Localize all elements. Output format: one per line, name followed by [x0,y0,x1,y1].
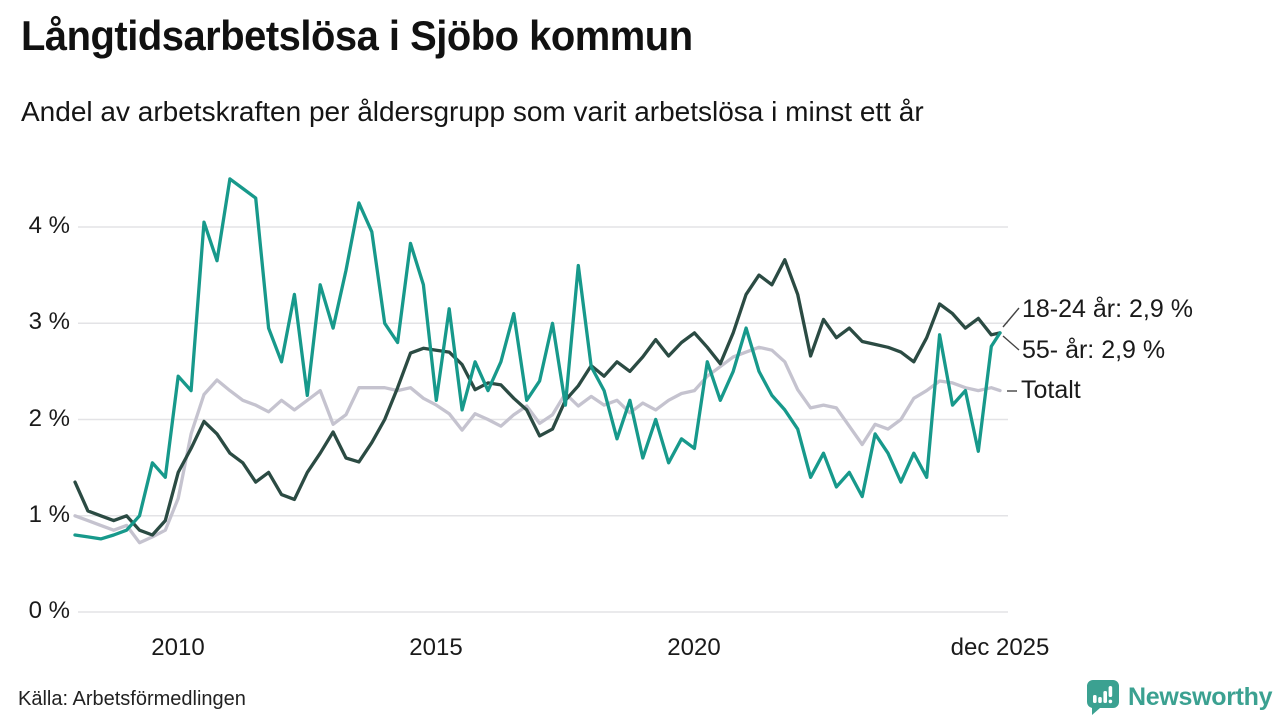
page-title: Långtidsarbetslösa i Sjöbo kommun [21,12,693,59]
chart-subtitle: Andel av arbetskraften per åldersgrupp s… [21,96,924,127]
series-end-label-18-24: 18-24 år: 2,9 % [1022,295,1193,323]
y-axis-tick-2: 2 % [28,404,70,432]
y-axis-tick-3: 3 % [28,307,70,335]
series-end-label-totalt: Totalt [1021,376,1081,404]
x-axis-tick-2010: 2010 [151,634,205,661]
x-axis-tick-dec2025: dec 2025 [950,634,1050,661]
y-axis-tick-0: 0 % [28,596,70,624]
x-axis-tick-2015: 2015 [409,634,463,661]
newsworthy-chart-bubble-icon [1085,678,1121,716]
y-axis-tick-1: 1 % [28,500,70,528]
y-axis-tick-4: 4 % [28,211,70,239]
x-axis-tick-2020: 2020 [667,634,721,661]
series-end-label-55: 55- år: 2,9 % [1022,336,1166,364]
source-note: Källa: Arbetsförmedlingen [18,688,246,710]
brand-name: Newsworthy [1128,682,1273,711]
newsworthy-logo: Newsworthy [1085,678,1273,716]
